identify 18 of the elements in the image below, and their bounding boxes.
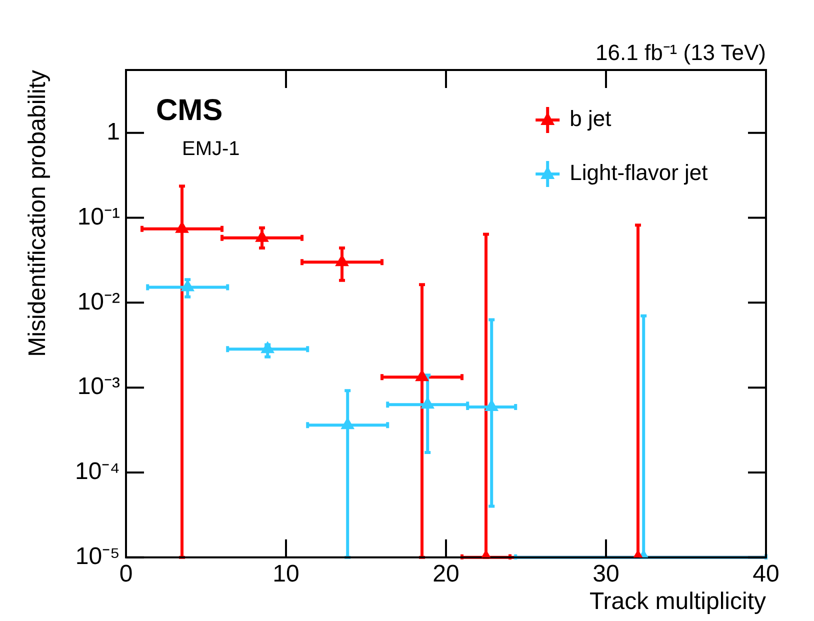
- x-axis-title: Track multiplicity: [590, 588, 766, 616]
- legend-label: b jet: [570, 106, 612, 132]
- x-tick-label: 30: [592, 560, 620, 588]
- x-tick-label: 0: [119, 560, 133, 588]
- y-tick-label: 1: [106, 118, 120, 146]
- y-tick-label: 10⁻¹: [77, 203, 120, 230]
- y-axis-title: Misidentification probability: [24, 70, 52, 357]
- annotation: CMS: [156, 94, 223, 127]
- text: 16.1 fb⁻¹ (13 TeV): [596, 40, 766, 65]
- y-tick-label: 10⁻⁴: [74, 458, 120, 486]
- y-tick-label: 10⁻²: [77, 288, 120, 316]
- annotation: EMJ-1: [182, 138, 240, 160]
- x-tick-label: 10: [272, 560, 300, 588]
- legend-label: Light-flavor jet: [570, 160, 708, 186]
- y-tick-label: 10⁻⁵: [75, 543, 120, 570]
- y-tick-label: 10⁻³: [77, 373, 120, 400]
- x-tick-label: 40: [752, 560, 780, 588]
- x-tick-label: 20: [432, 560, 460, 588]
